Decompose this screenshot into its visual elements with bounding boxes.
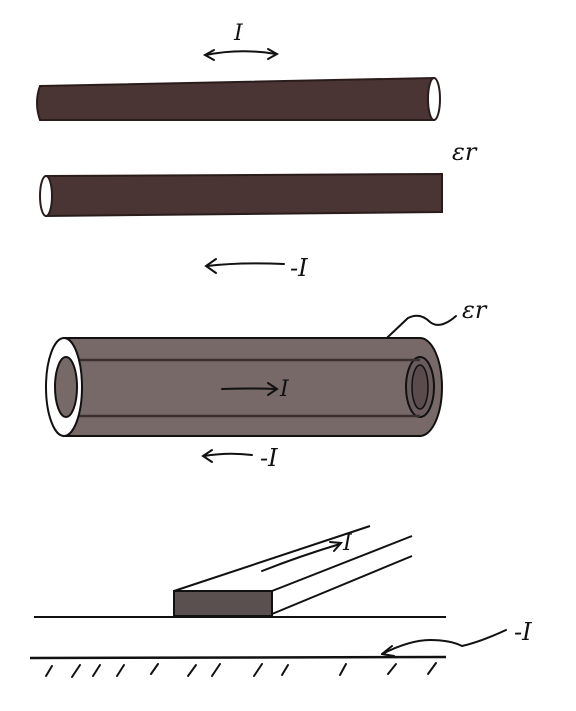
two-wire-return-label: -I xyxy=(290,254,308,282)
coax-return-arrow xyxy=(201,449,253,463)
microstrip-panel: I -I xyxy=(29,525,532,678)
ground-hatching xyxy=(45,662,437,678)
ground-plane-line xyxy=(29,655,447,660)
coax-return-label: -I xyxy=(260,444,278,472)
ground-return-label: -I xyxy=(514,618,532,646)
coax-inner-current-label: I xyxy=(279,377,290,402)
coax-dielectric-label: εr xyxy=(462,296,488,324)
microstrip-strip xyxy=(173,525,413,617)
two-wire-return-arrow xyxy=(204,258,285,274)
two-wire-dielectric-label: εr xyxy=(452,138,478,166)
microstrip-current-arrow xyxy=(261,541,344,572)
microstrip-current-label: I xyxy=(342,531,353,556)
coax-inner-current-arrow xyxy=(221,382,279,396)
coax-outer-conductor xyxy=(63,337,443,437)
two-wire-current-arrow xyxy=(202,48,280,61)
coax-inner-conductor xyxy=(70,358,420,418)
bottom-wire xyxy=(39,172,443,218)
two-wire-current-label: I xyxy=(233,21,244,46)
coax-near-end xyxy=(45,337,83,437)
ground-return-leader xyxy=(381,629,507,655)
two-wire-panel: I εr -I xyxy=(36,21,478,282)
coax-dielectric-leader xyxy=(371,314,457,353)
coax-panel: εr I -I xyxy=(45,296,488,472)
top-wire xyxy=(36,76,441,121)
